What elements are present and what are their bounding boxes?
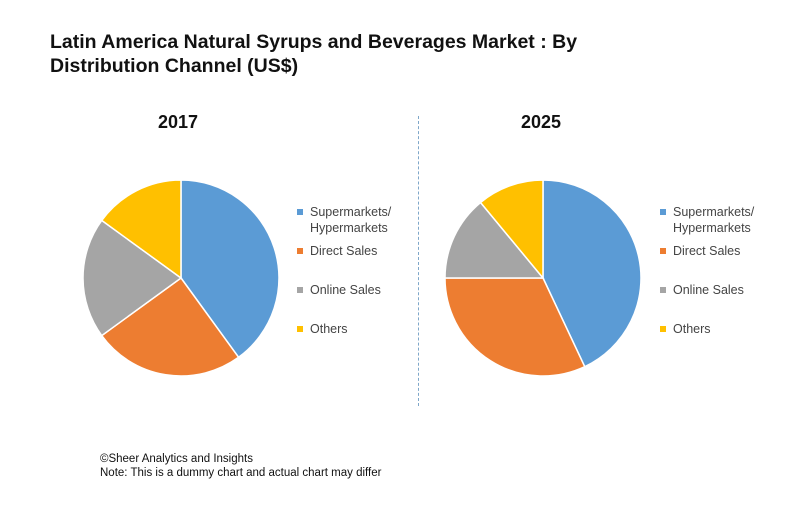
- legend-swatch: [660, 209, 666, 215]
- legend-label: Direct Sales: [310, 244, 378, 258]
- legend-item-online-sales: Online Sales: [297, 282, 391, 321]
- slice-direct-sales: [100, 276, 240, 377]
- legend-label: Supermarkets/: [673, 205, 755, 219]
- footer: ©Sheer Analytics and Insights Note: This…: [100, 452, 381, 480]
- slice-direct-sales: [444, 277, 586, 377]
- pie-chart-2017: [82, 179, 280, 377]
- legend-swatch: [660, 248, 666, 254]
- slice-supermarkets: [542, 179, 642, 368]
- section-divider: [418, 116, 419, 406]
- legend-label-line2: Hypermarkets: [673, 221, 751, 235]
- legend-item-supermarkets: Supermarkets/ Hypermarkets: [297, 204, 391, 243]
- legend-label: Direct Sales: [673, 244, 741, 258]
- legend-item-supermarkets: Supermarkets/ Hypermarkets: [660, 204, 754, 243]
- legend-2017: Supermarkets/ Hypermarkets Direct Sales …: [297, 204, 391, 337]
- slice-online-sales: [444, 201, 545, 279]
- legend-label: Others: [673, 322, 711, 336]
- pie-title-2017: 2017: [157, 112, 199, 132]
- chart-title: Latin America Natural Syrups and Beverag…: [50, 31, 578, 77]
- pie-chart-2025: [444, 179, 642, 377]
- legend-label: Online Sales: [673, 283, 744, 297]
- legend-swatch: [297, 248, 303, 254]
- legend-label-line2: Hypermarkets: [310, 221, 388, 235]
- legend-item-direct-sales: Direct Sales: [297, 243, 391, 282]
- slice-online-sales: [82, 219, 183, 337]
- legend-label: Online Sales: [310, 283, 381, 297]
- legend-label: Others: [310, 322, 348, 336]
- slice-others: [479, 179, 544, 281]
- slice-supermarkets: [180, 179, 280, 359]
- legend-swatch: [660, 326, 666, 332]
- legend-swatch: [297, 326, 303, 332]
- legend-label: Supermarkets/: [310, 205, 392, 219]
- legend-swatch: [660, 287, 666, 293]
- pie-title-2025: 2025: [520, 112, 562, 132]
- legend-item-direct-sales: Direct Sales: [660, 243, 754, 282]
- legend-swatch: [297, 209, 303, 215]
- legend-item-online-sales: Online Sales: [660, 282, 754, 321]
- legend-2025: Supermarkets/ Hypermarkets Direct Sales …: [660, 204, 754, 337]
- slice-others: [100, 179, 182, 280]
- copyright-text: ©Sheer Analytics and Insights: [100, 453, 253, 465]
- footnote-text: Note: This is a dummy chart and actual c…: [100, 467, 382, 479]
- legend-item-others: Others: [660, 321, 754, 337]
- legend-item-others: Others: [297, 321, 391, 337]
- legend-swatch: [297, 287, 303, 293]
